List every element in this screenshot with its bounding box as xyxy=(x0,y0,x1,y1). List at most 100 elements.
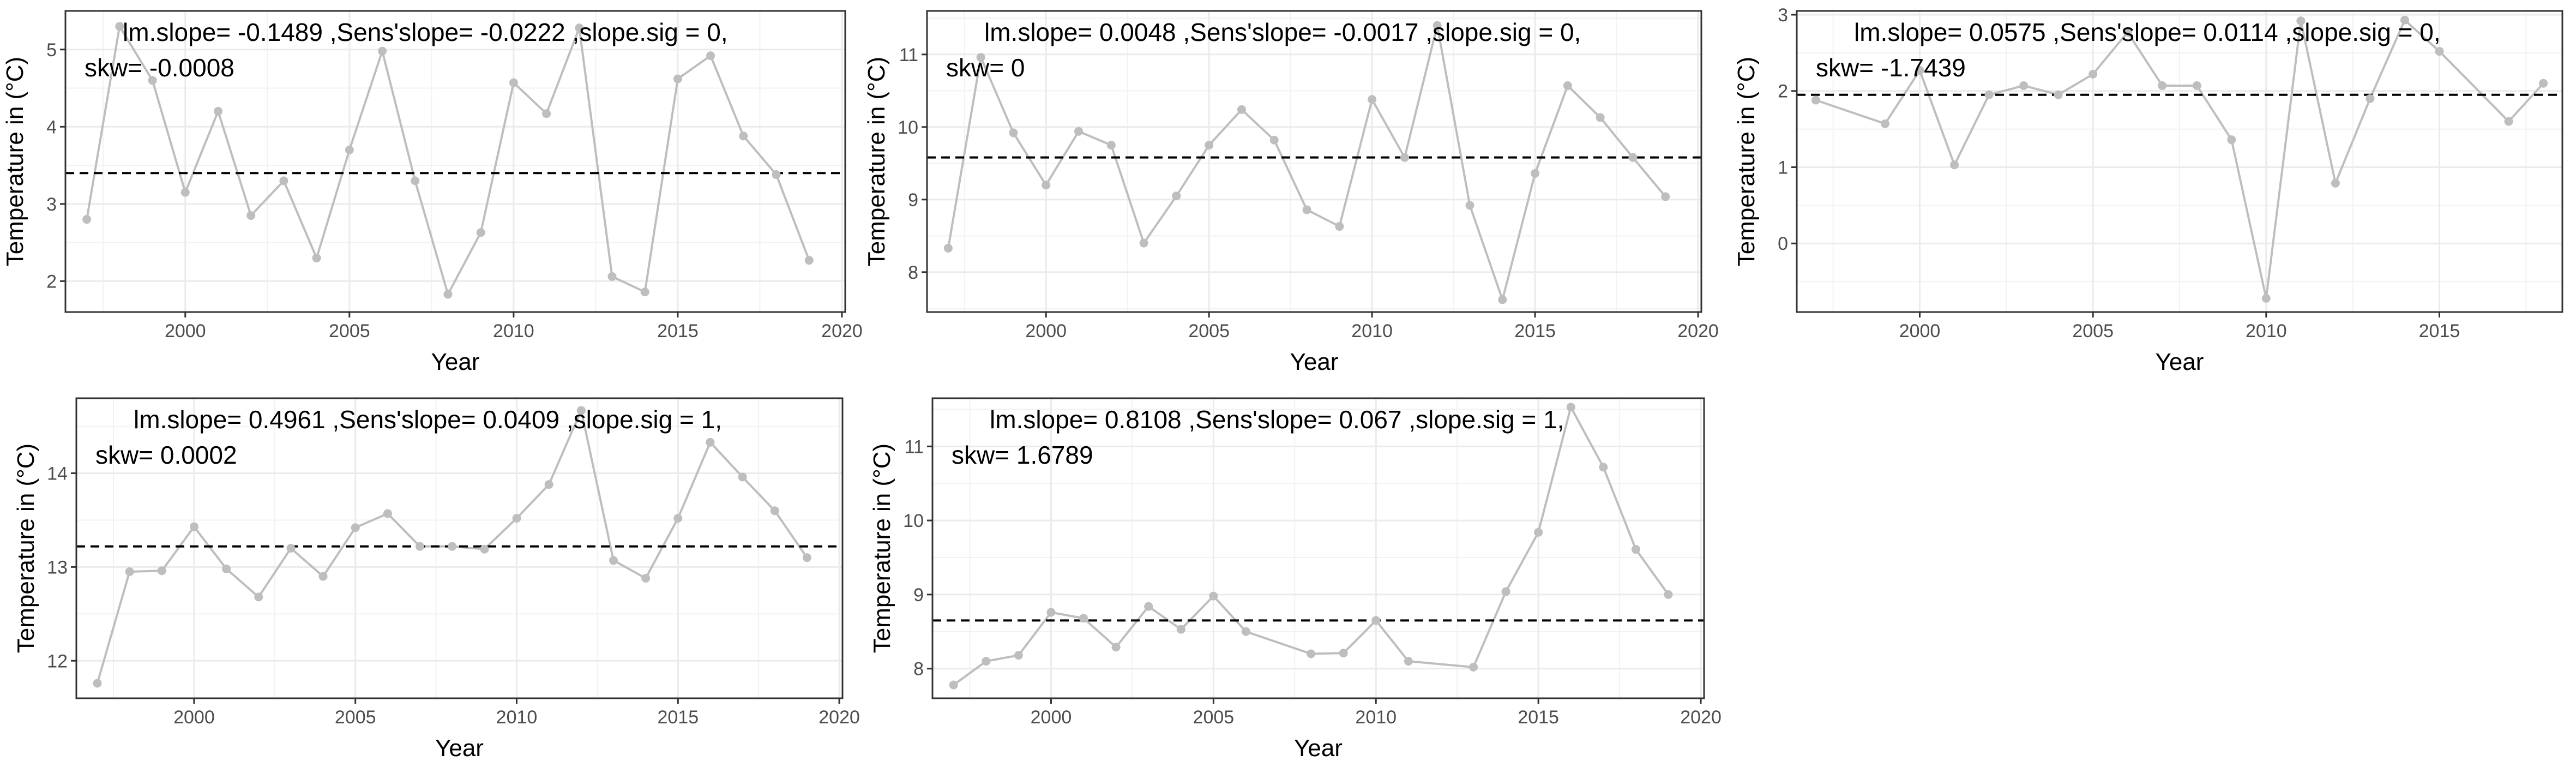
x-tick-label: 2020 xyxy=(1680,707,1722,728)
data-point xyxy=(673,74,682,83)
data-point xyxy=(1631,545,1640,554)
data-point xyxy=(609,556,618,565)
panel-border xyxy=(75,397,844,699)
panel-3: lm.slope= 0.0575 ,Sens'slope= 0.0114 ,sl… xyxy=(1733,5,2563,375)
data-point xyxy=(1950,160,1959,170)
annotation-line-2: skw= 0.0002 xyxy=(95,441,237,469)
data-point xyxy=(2261,293,2271,303)
data-point xyxy=(411,176,420,185)
x-tick-label: 2000 xyxy=(1025,321,1067,341)
series-line xyxy=(1815,18,2544,299)
panel-5: lm.slope= 0.8108 ,Sens'slope= 0.067 ,slo… xyxy=(869,397,1722,762)
data-point xyxy=(1307,649,1316,658)
x-tick-label: 2010 xyxy=(2246,321,2287,341)
data-point xyxy=(2158,81,2167,90)
annotation-line-2: skw= -1.7439 xyxy=(1816,53,1966,82)
data-point xyxy=(189,522,198,531)
data-point xyxy=(125,567,134,576)
x-tick-label: 2020 xyxy=(818,707,860,728)
data-point xyxy=(115,22,124,31)
data-point xyxy=(2539,79,2548,88)
y-tick-label: 4 xyxy=(46,117,57,137)
y-tick-label: 11 xyxy=(899,45,918,65)
y-tick-label: 9 xyxy=(908,190,918,211)
data-point xyxy=(383,509,392,518)
data-point xyxy=(1074,127,1084,136)
data-point xyxy=(544,480,553,489)
data-point xyxy=(1915,66,1924,75)
panel-border xyxy=(931,397,1705,699)
x-tick-label: 2005 xyxy=(1188,321,1230,341)
data-point xyxy=(804,256,814,265)
x-axis-title: Year xyxy=(2156,349,2204,375)
data-point xyxy=(640,287,649,297)
y-tick-label: 9 xyxy=(913,585,924,606)
x-axis-title: Year xyxy=(1294,735,1343,762)
data-point xyxy=(2296,16,2306,26)
annotation-line-1: lm.slope= 0.0048 ,Sens'slope= -0.0017 ,s… xyxy=(984,18,1581,46)
y-tick-label: 2 xyxy=(1778,81,1788,102)
x-tick-label: 2005 xyxy=(335,707,376,728)
panel-border xyxy=(926,10,1702,313)
panel-4: lm.slope= 0.4961 ,Sens'slope= 0.0409 ,sl… xyxy=(13,397,860,762)
y-tick-label: 8 xyxy=(908,262,918,283)
annotation-line-1: lm.slope= 0.8108 ,Sens'slope= 0.067 ,slo… xyxy=(990,405,1564,434)
data-point xyxy=(378,46,387,56)
plot-background xyxy=(932,398,1704,698)
data-point xyxy=(148,76,157,85)
data-point xyxy=(2504,117,2513,126)
data-point xyxy=(2123,28,2132,37)
data-point xyxy=(312,253,321,262)
x-tick-label: 2000 xyxy=(165,321,206,341)
annotation-line-2: skw= 0 xyxy=(946,53,1025,82)
data-point xyxy=(943,243,953,253)
data-point xyxy=(1046,608,1056,617)
data-point xyxy=(1106,141,1116,150)
x-tick-label: 2000 xyxy=(1899,321,1941,341)
data-point xyxy=(2435,47,2444,56)
data-point xyxy=(443,290,453,299)
x-tick-label: 2005 xyxy=(1193,707,1235,728)
data-point xyxy=(1628,153,1638,162)
panel-2: lm.slope= 0.0048 ,Sens'slope= -0.0017 ,s… xyxy=(863,10,1719,375)
data-point xyxy=(2192,81,2201,90)
data-point xyxy=(1368,95,1377,104)
data-point xyxy=(1241,627,1250,636)
panel-border xyxy=(1796,10,2563,313)
data-point xyxy=(1400,153,1409,162)
data-point xyxy=(1599,463,1608,472)
data-point xyxy=(2366,94,2375,103)
data-point xyxy=(2089,69,2098,79)
data-point xyxy=(246,211,256,220)
data-point xyxy=(1009,128,1018,137)
data-point xyxy=(1501,587,1510,596)
panel-border xyxy=(64,10,846,313)
data-point xyxy=(576,406,586,415)
data-point xyxy=(706,438,715,447)
y-tick-label: 13 xyxy=(47,557,68,578)
data-point xyxy=(575,23,584,33)
data-point xyxy=(949,680,958,690)
data-point xyxy=(982,657,991,666)
data-point xyxy=(480,544,489,554)
data-point xyxy=(706,51,715,61)
data-point xyxy=(345,145,354,154)
data-point xyxy=(1302,205,1311,214)
data-point xyxy=(1042,181,1051,190)
data-point xyxy=(1172,191,1181,201)
data-point xyxy=(1144,602,1153,611)
data-point xyxy=(1881,119,1889,128)
y-tick-label: 5 xyxy=(46,40,57,61)
x-tick-label: 2015 xyxy=(2419,321,2460,341)
y-tick-label: 11 xyxy=(905,436,924,457)
y-tick-label: 12 xyxy=(47,651,68,672)
y-tick-label: 3 xyxy=(46,194,57,215)
data-point xyxy=(476,228,485,237)
data-point xyxy=(512,514,521,523)
x-tick-label: 2010 xyxy=(493,321,534,341)
plot-background xyxy=(65,11,845,312)
data-point xyxy=(2019,81,2029,90)
x-tick-label: 2020 xyxy=(1677,321,1719,341)
data-point xyxy=(1984,90,1994,99)
